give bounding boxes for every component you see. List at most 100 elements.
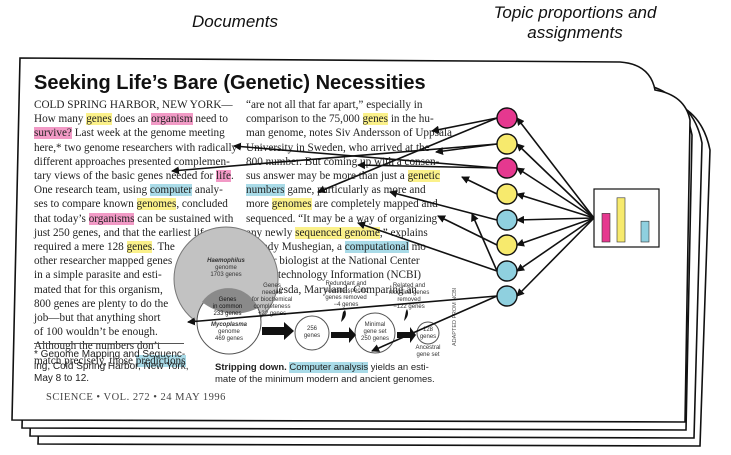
highlighted-word: organism xyxy=(151,113,193,126)
overlap-region xyxy=(202,288,258,314)
highlighted-word: survive? xyxy=(34,127,72,140)
text-run: other researcher mapped genes xyxy=(34,255,173,268)
text-run: 800 genes are plenty to do the xyxy=(34,297,169,310)
label-needed: Genes needed for biochemical completenes… xyxy=(252,283,293,317)
highlighted-word: genetic xyxy=(407,170,440,183)
circle-to-word-arrow xyxy=(317,117,498,194)
text-line: more genomes are completely mapped and xyxy=(246,197,452,211)
topic-circle-yellow xyxy=(496,133,518,155)
text-run: tary views of the basic genes needed for xyxy=(34,170,217,183)
label-related: Related and modified genes removed −122 … xyxy=(388,283,430,310)
circle-minimal xyxy=(354,312,396,354)
text-line: man genome, notes Siv Andersson of Uppsa… xyxy=(246,126,452,140)
text-line: mated that for this organism, xyxy=(34,283,238,297)
text-line: “are not all that far apart,” especially… xyxy=(246,98,452,112)
text-line: in a simple parasite and esti- xyxy=(34,268,238,282)
remove-arrow-1 xyxy=(341,310,346,322)
step-arrow-2 xyxy=(331,327,356,343)
text-line: tary views of the basic genes needed for… xyxy=(34,169,238,183)
box-to-circle-arrow xyxy=(516,217,595,247)
text-run: COLD SPRING HARBOR, NEW YORK— xyxy=(34,99,233,111)
circle-256 xyxy=(294,315,330,351)
article-title: Seeking Life’s Bare (Genetic) Necessitie… xyxy=(34,72,426,94)
text-run: more xyxy=(246,198,272,211)
highlighted-word: computer xyxy=(149,184,193,197)
topics-header-line2: assignments xyxy=(527,23,623,42)
text-run: just 250 genes, and that the earliest li… xyxy=(34,226,238,239)
topic-circle-blue xyxy=(496,285,518,307)
text-run: One research team, using xyxy=(34,184,150,197)
caption-line2: mate of the minimum modern and ancient g… xyxy=(215,374,435,385)
text-run: Arcady Mushegian, a xyxy=(246,241,345,254)
text-run: Last week at the genome meeting xyxy=(71,127,225,140)
text-run: are completely mapped and xyxy=(311,198,438,211)
text-line: survive? Last week at the genome meeting xyxy=(34,126,238,140)
text-run: comparison to the 75,000 xyxy=(246,113,363,126)
text-line: other researcher mapped genes xyxy=(34,254,238,268)
text-run: sequenced. “It may be a way of organizin… xyxy=(246,212,438,225)
text-line: lecular biologist at the National Center xyxy=(246,254,452,268)
text-run: here,* two genome researchers with radic… xyxy=(34,141,238,154)
text-run: How many xyxy=(34,113,87,126)
box-to-circle-arrow xyxy=(516,217,595,297)
label-mycoplasma: Mycoplasma genome 469 genes xyxy=(210,322,247,342)
label-ancestral: Ancestral gene set xyxy=(415,345,441,358)
circle-to-word-arrow xyxy=(437,215,498,246)
text-run: mated that for this organism, xyxy=(34,283,163,296)
article-column-2: “are not all that far apart,” especially… xyxy=(246,98,452,297)
footnote-rule xyxy=(34,343,184,344)
label-redundant: Redundant and parasite-specific genes re… xyxy=(324,281,368,308)
footnote-line: May 8 to 12. xyxy=(34,373,90,384)
circle-to-word-arrow xyxy=(371,295,498,352)
text-line: 800 genes are plenty to do the xyxy=(34,297,238,311)
text-run: mo- xyxy=(408,241,430,254)
circle-to-word-arrow xyxy=(187,295,498,326)
text-line: ses to compare known genomes, concluded xyxy=(34,197,238,211)
text-line: for Biotechnology Information (NCBI) xyxy=(246,268,452,282)
highlighted-word: computational xyxy=(344,241,409,254)
footnote: * Genome Mapping and Sequenc- ing, Cold … xyxy=(34,349,189,385)
text-run: different approaches presented complemen… xyxy=(34,155,230,168)
text-line: comparison to the 75,000 genes in the hu… xyxy=(246,112,452,126)
text-run: ses to compare known xyxy=(34,198,137,211)
box-to-circle-arrow xyxy=(516,217,595,272)
box-to-circle-arrow xyxy=(516,117,595,219)
text-run: for Biotechnology Information (NCBI) xyxy=(246,269,421,282)
highlighted-word: sequenced genome xyxy=(295,226,380,239)
topics-header: Topic proportions and assignments xyxy=(470,3,680,43)
highlighted-word: numbers xyxy=(246,184,285,197)
circle-to-word-arrow xyxy=(471,213,498,272)
text-run: of 100 wouldn’t be enough. xyxy=(34,326,158,339)
highlighted-word: genes xyxy=(362,113,389,126)
text-line: How many genes does an organism need to xyxy=(34,112,238,126)
box-to-circle-arrow xyxy=(516,192,595,219)
circle-to-word-arrow xyxy=(389,189,498,221)
circle-to-word-arrow xyxy=(357,221,498,272)
text-run: lecular biologist at the National Center xyxy=(246,255,420,268)
topics-header-line1: Topic proportions and xyxy=(493,3,657,22)
text-line: in Bethesda, Maryland. Comparing an xyxy=(246,283,452,297)
box-to-circle-arrow xyxy=(516,215,595,224)
documents-header: Documents xyxy=(192,12,278,31)
text-line: job—but that anything short xyxy=(34,311,238,325)
highlighted-word: organisms xyxy=(88,212,135,225)
label-haemophilus: Haemophilus genome 1703 genes xyxy=(207,258,245,278)
text-line: match precisely, those predictions xyxy=(34,354,238,368)
text-run: can be sustained with xyxy=(134,212,234,225)
text-line: that today’s organisms can be sustained … xyxy=(34,212,238,226)
text-run: does an xyxy=(111,113,152,126)
text-line: Arcady Mushegian, a computational mo- xyxy=(246,240,452,254)
text-run: . The xyxy=(152,241,175,254)
label-256: 256 genes xyxy=(303,326,321,339)
remove-arrow-2 xyxy=(404,309,408,321)
box-to-circle-arrow xyxy=(516,167,595,219)
circle-128 xyxy=(416,321,440,345)
text-run: ,” explains xyxy=(379,226,428,239)
label-minimal: Minimal gene set 250 genes xyxy=(360,322,390,342)
topic-circle-yellow xyxy=(496,234,518,256)
circle-to-word-arrow xyxy=(461,176,498,195)
proportion-bar-pink xyxy=(601,213,611,243)
text-run: need to xyxy=(192,113,229,126)
text-run: “are not all that far apart,” especially… xyxy=(246,99,423,111)
